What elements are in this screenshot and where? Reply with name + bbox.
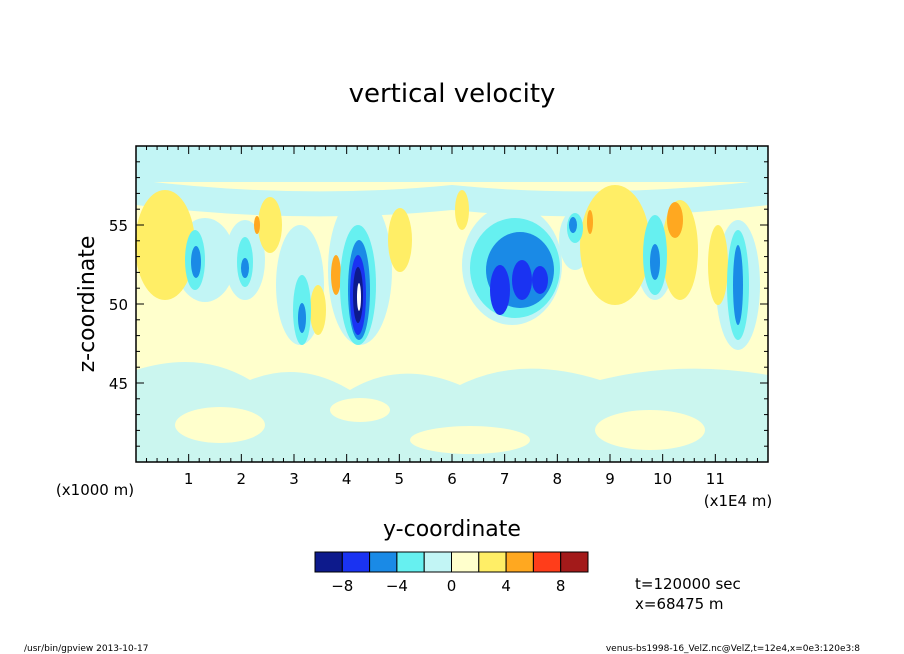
annotation-position: x=68475 m <box>635 595 724 613</box>
contour-level-beyond-range <box>357 283 361 311</box>
colorbar-tick-label: −8 <box>331 577 353 595</box>
colorbar-tick-label: 0 <box>447 577 457 595</box>
colorbar-swatch <box>532 551 562 573</box>
colorbar-swatch <box>505 551 534 573</box>
colorbar-swatch <box>341 551 371 573</box>
x-tick-label: 8 <box>553 470 563 488</box>
plot-area <box>135 145 769 463</box>
colorbar-swatch <box>423 551 453 573</box>
x-tick-label: 6 <box>447 470 457 488</box>
colorbar-swatch <box>451 551 480 573</box>
colorbar-swatch <box>478 551 507 573</box>
colorbar-swatch <box>560 551 589 573</box>
x-tick-label: 11 <box>706 470 725 488</box>
y-axis-scale-label: (x1000 m) <box>56 481 134 499</box>
contour-level-neg-deep <box>350 255 548 335</box>
chart-title: vertical velocity <box>349 79 556 109</box>
x-tick-label: 7 <box>500 470 510 488</box>
colorbar-tick-label: 8 <box>556 577 566 595</box>
y-axis-label: z-coordinate <box>75 236 100 373</box>
contour-level-pos-medium <box>254 202 683 295</box>
colorbar-swatch <box>396 551 425 573</box>
colorbar-ticks: −8 −4 0 4 8 <box>331 577 565 595</box>
x-tick-label: 10 <box>653 470 672 488</box>
annotation-time: t=120000 sec <box>635 575 741 593</box>
colorbar-swatch <box>369 551 398 573</box>
x-tick-label: 3 <box>289 470 299 488</box>
contour-level-pos-weak <box>135 185 728 335</box>
x-tick-label: 4 <box>342 470 352 488</box>
x-tick-label: 2 <box>237 470 247 488</box>
y-tick-label: 55 <box>109 217 128 235</box>
x-axis-scale-label: (x1E4 m) <box>704 492 773 510</box>
y-tick-label: 50 <box>109 296 128 314</box>
footer-program-date: /usr/bin/gpview 2013-10-17 <box>24 644 148 654</box>
footer-source: venus-bs1998-16_VelZ.nc@VelZ,t=12e4,x=0e… <box>606 644 860 654</box>
colorbar-tick-label: 4 <box>501 577 511 595</box>
x-axis-label: y-coordinate <box>383 517 521 542</box>
x-axis-ticks: 1 2 3 4 5 6 7 8 9 10 11 <box>146 146 769 488</box>
y-tick-label: 45 <box>109 375 128 393</box>
x-tick-label: 5 <box>395 470 405 488</box>
colorbar-swatch <box>314 551 343 573</box>
contour-level-zero-patches <box>175 398 705 454</box>
x-tick-label: 9 <box>605 470 615 488</box>
colorbar <box>314 551 589 573</box>
colorbar-tick-label: −4 <box>386 577 408 595</box>
y-axis-ticks: 45 50 55 <box>109 161 768 447</box>
x-tick-label: 1 <box>184 470 194 488</box>
